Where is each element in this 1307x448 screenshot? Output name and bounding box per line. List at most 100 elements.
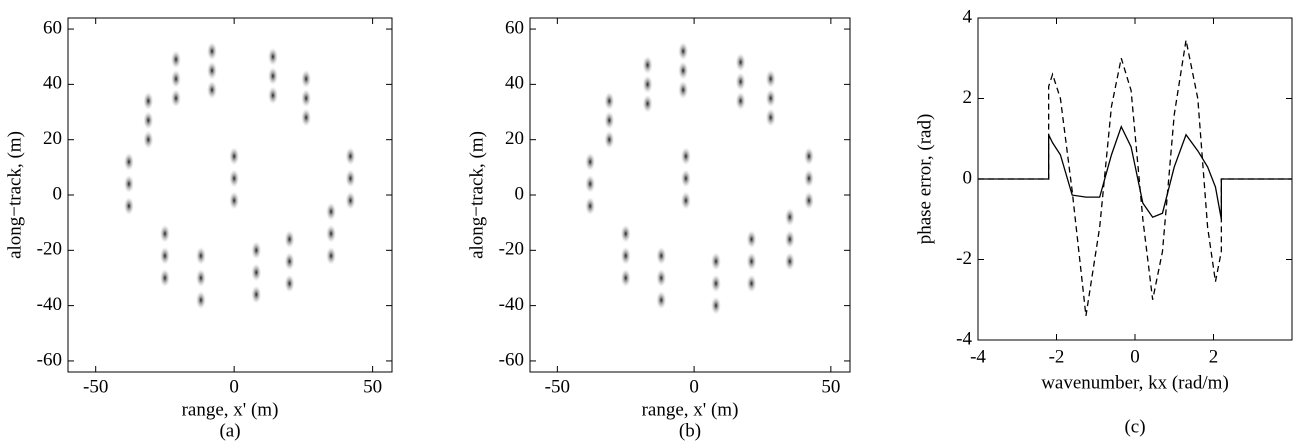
y-tick-label: 20: [505, 128, 524, 149]
target-blob: [620, 246, 631, 265]
y-tick-label: -40: [37, 294, 62, 315]
y-tick-label: 0: [53, 183, 63, 204]
x-tick-label: -4: [970, 346, 986, 367]
target-blob: [345, 147, 356, 166]
target-blob: [765, 69, 776, 88]
target-blob: [229, 169, 240, 188]
target-blob: [284, 274, 295, 293]
target-blob: [143, 91, 154, 110]
target-blob: [656, 246, 667, 265]
target-blob: [326, 202, 337, 221]
target-blob: [229, 147, 240, 166]
target-blob: [680, 147, 691, 166]
target-blob: [803, 169, 814, 188]
target-blob: [171, 50, 181, 69]
target-blob: [620, 224, 631, 243]
target-blob: [710, 296, 721, 315]
x-tick-label: 0: [689, 376, 699, 397]
target-blob: [585, 197, 596, 216]
target-blob: [251, 241, 262, 260]
y-tick-label: 0: [515, 183, 525, 204]
target-blob: [784, 230, 795, 249]
target-blob: [171, 69, 181, 88]
phase-line: [978, 40, 1292, 316]
x-axis-label: range, x' (m): [182, 399, 279, 420]
target-blob: [784, 252, 795, 271]
y-tick-label: 40: [505, 73, 524, 94]
y-axis-label: along−track, (m): [4, 131, 25, 259]
target-blob: [251, 285, 262, 304]
panel-caption: (b): [679, 420, 701, 441]
target-blob: [171, 89, 181, 108]
target-blob: [143, 111, 154, 130]
target-blob: [746, 252, 757, 271]
target-blob: [195, 246, 206, 265]
panel-caption: (c): [1124, 416, 1145, 437]
axes-frame: [67, 17, 393, 373]
target-blob: [680, 169, 691, 188]
y-axis-label: along−track, (m): [466, 131, 487, 259]
x-axis-label: range, x' (m): [642, 399, 739, 420]
y-tick-label: 2: [963, 87, 973, 108]
target-blob: [746, 230, 757, 249]
target-blob: [159, 246, 170, 265]
x-tick-label: 0: [229, 376, 239, 397]
target-blob: [678, 61, 689, 80]
target-blob: [123, 152, 134, 171]
y-tick-label: -20: [37, 239, 62, 260]
panel-caption: (a): [219, 420, 240, 441]
target-blob: [710, 252, 721, 271]
target-blob: [585, 152, 596, 171]
target-blob: [746, 274, 757, 293]
target-blob: [604, 111, 615, 130]
y-tick-label: 40: [43, 73, 62, 94]
x-tick-label: 2: [1209, 346, 1219, 367]
x-tick-label: -50: [545, 376, 570, 397]
target-blob: [765, 108, 776, 127]
target-blob: [345, 169, 356, 188]
target-blob: [642, 94, 653, 113]
y-tick-label: -60: [37, 349, 62, 370]
y-tick-label: -20: [499, 239, 524, 260]
target-blob: [680, 191, 691, 210]
x-tick-label: 0: [1130, 346, 1140, 367]
x-tick-label: 50: [821, 376, 840, 397]
target-blob: [301, 108, 312, 127]
target-blob: [301, 69, 312, 88]
target-blob: [642, 75, 653, 94]
target-blob: [735, 72, 746, 91]
target-blob: [195, 268, 206, 287]
target-blob: [656, 268, 667, 287]
target-blob: [678, 80, 689, 99]
y-tick-label: -40: [499, 294, 524, 315]
target-blob: [735, 91, 746, 110]
target-blob: [284, 230, 295, 249]
target-blob: [326, 224, 337, 243]
target-blob: [207, 80, 217, 99]
target-blob: [207, 61, 217, 80]
target-blob: [267, 47, 278, 66]
y-tick-label: -2: [956, 248, 972, 269]
target-blob: [678, 42, 689, 61]
target-blob: [620, 268, 631, 287]
target-blob: [143, 130, 154, 149]
target-blob: [604, 91, 615, 110]
target-blob: [123, 197, 134, 216]
target-blob: [784, 208, 795, 227]
target-blob: [284, 252, 295, 271]
y-tick-label: 20: [43, 128, 62, 149]
x-tick-label: -2: [1049, 346, 1065, 367]
x-axis-label: wavenumber, kx (rad/m): [1041, 372, 1229, 393]
x-tick-label: 50: [363, 376, 382, 397]
x-tick-label: -50: [83, 376, 108, 397]
y-tick-label: 4: [963, 6, 973, 27]
y-tick-label: 60: [505, 17, 524, 38]
target-blob: [803, 191, 814, 210]
target-blob: [207, 42, 217, 61]
target-blob: [326, 246, 337, 265]
y-tick-label: 0: [963, 167, 973, 188]
y-tick-label: 60: [43, 17, 62, 38]
axes-frame: [529, 17, 851, 373]
target-blob: [251, 263, 262, 282]
